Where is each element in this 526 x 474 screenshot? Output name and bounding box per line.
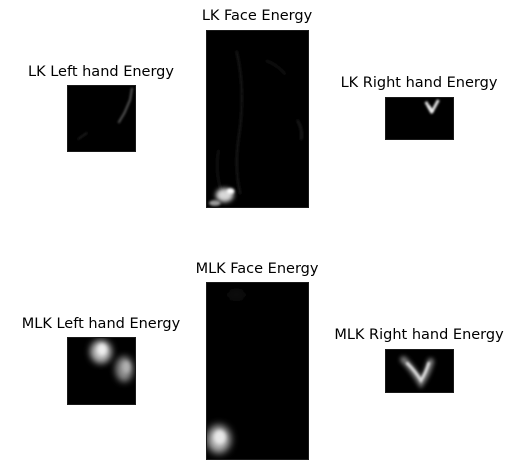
lk-face-title: LK Face Energy xyxy=(201,8,313,24)
lk-right-hand-heatmap xyxy=(386,98,453,139)
mlk-face-heatmap xyxy=(207,283,308,459)
mlk-left-hand-energy-map xyxy=(67,337,136,405)
lk-left-hand-heatmap xyxy=(68,86,135,151)
mlk-right-hand-heatmap xyxy=(386,350,453,392)
lk-left-hand-energy-map xyxy=(67,85,136,152)
lk-right-hand-energy-map xyxy=(385,97,454,140)
mlk-right-hand-title: MLK Right hand Energy xyxy=(334,327,504,343)
lk-face-heatmap xyxy=(207,31,308,207)
mlk-right-hand-energy-map xyxy=(385,349,454,393)
mlk-left-hand-title: MLK Left hand Energy xyxy=(21,316,181,332)
mlk-face-title: MLK Face Energy xyxy=(195,261,319,277)
lk-right-hand-title: LK Right hand Energy xyxy=(340,75,498,91)
lk-left-hand-title: LK Left hand Energy xyxy=(28,64,174,80)
mlk-left-hand-heatmap xyxy=(68,338,135,404)
mlk-face-energy-map xyxy=(206,282,309,460)
lk-face-energy-map xyxy=(206,30,309,208)
